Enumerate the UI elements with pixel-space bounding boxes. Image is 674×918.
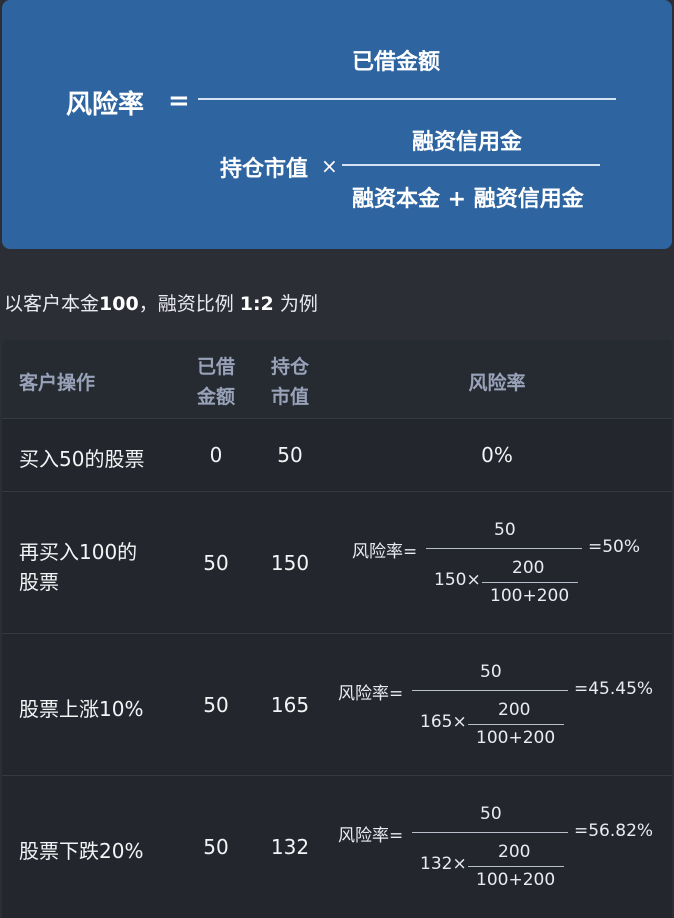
row-risk-inner-numerator: 200 — [498, 700, 531, 720]
row-position: 165 — [270, 693, 310, 717]
row-position: 50 — [277, 443, 303, 467]
row-risk-fraction-line — [412, 832, 568, 833]
row-position: 150 — [270, 551, 310, 575]
row-action-line2: 股票 — [19, 570, 59, 594]
row-risk-label: 风险率= — [338, 684, 404, 704]
row-risk-denominator-prefix: 150× — [434, 570, 481, 590]
row-risk-inner-fraction-line — [468, 866, 564, 867]
row-risk-result: =45.45% — [574, 679, 654, 699]
row-borrowed: 50 — [203, 835, 229, 859]
subtitle-middle: ，融资比例 — [138, 293, 240, 315]
row-borrowed: 50 — [203, 693, 229, 717]
header-borrowed-line1: 已借 — [196, 356, 235, 378]
row-risk-inner-fraction-line — [482, 582, 578, 583]
table-row: 股票下跌20% 50 132 风险率= 50 =56.82% 132× 200 … — [2, 776, 672, 918]
subtitle-suffix: 为例 — [273, 293, 318, 315]
row-risk-fraction-line — [412, 690, 568, 691]
header-position-line1: 持仓 — [270, 356, 309, 378]
row-risk-inner-fraction-line — [468, 724, 564, 725]
formula-inner-denominator: 融资本金 + 融资信用金 — [352, 187, 584, 212]
header-position-line2: 市值 — [270, 386, 309, 408]
table-row: 股票上涨10% 50 165 风险率= 50 =45.45% 165× 200 … — [2, 634, 672, 776]
row-risk-inner-denominator: 100+200 — [476, 870, 556, 890]
row-borrowed: 50 — [203, 551, 229, 575]
subtitle-principal: 100 — [99, 293, 139, 315]
row-risk-value: 0% — [481, 443, 513, 467]
formula-inner-numerator: 融资信用金 — [412, 130, 523, 155]
row-action: 买入50的股票 — [19, 447, 145, 471]
row-borrowed: 0 — [209, 443, 223, 467]
formula-inner-fraction-line — [342, 164, 600, 166]
row-risk-inner-numerator: 200 — [512, 558, 545, 578]
row-risk-denominator-prefix: 132× — [420, 854, 467, 874]
formula-denominator-prefix: 持仓市值 — [220, 157, 309, 182]
row-risk-result: =50% — [588, 537, 641, 557]
header-action: 客户操作 — [19, 372, 96, 394]
row-risk-result: =56.82% — [574, 821, 654, 841]
table-row: 再买入100的 股票 50 150 风险率= 50 =50% 150× 200 … — [2, 492, 672, 634]
header-borrowed-line2: 金额 — [196, 386, 235, 408]
formula-main-fraction-line — [198, 98, 616, 100]
subtitle-prefix: 以客户本金 — [4, 293, 100, 315]
row-position: 132 — [270, 835, 310, 859]
row-risk-inner-denominator: 100+200 — [476, 728, 556, 748]
row-risk-numerator: 50 — [480, 662, 502, 682]
subtitle-ratio: 1:2 — [239, 293, 274, 315]
row-risk-label: 风险率= — [352, 542, 418, 562]
row-action-line1: 再买入100的 — [19, 540, 138, 564]
risk-example-table: 客户操作 已借 金额 持仓 市值 风险率 买入50的股票 0 50 0% 再买入… — [2, 340, 672, 918]
table-header: 客户操作 已借 金额 持仓 市值 风险率 — [2, 340, 672, 419]
risk-formula-banner: 风险率 = 已借金额 持仓市值 × 融资信用金 融资本金 + 融资信用金 — [2, 0, 672, 249]
row-risk-numerator: 50 — [480, 804, 502, 824]
row-action: 股票上涨10% — [19, 697, 144, 721]
example-subtitle: 以客户本金100，融资比例 1:2 为例 — [4, 289, 318, 316]
header-risk: 风险率 — [468, 372, 526, 394]
row-risk-numerator: 50 — [494, 520, 516, 540]
formula-lhs: 风险率 — [66, 90, 145, 120]
row-risk-fraction-line — [426, 548, 582, 549]
row-risk-label: 风险率= — [338, 826, 404, 846]
row-risk-inner-numerator: 200 — [498, 842, 531, 862]
row-action: 股票下跌20% — [19, 839, 144, 863]
formula-numerator: 已借金额 — [352, 50, 441, 75]
row-risk-inner-denominator: 100+200 — [490, 586, 570, 606]
row-risk-denominator-prefix: 165× — [420, 712, 467, 732]
formula-equals: = — [168, 86, 190, 116]
formula-times: × — [321, 154, 338, 178]
table-row: 买入50的股票 0 50 0% — [2, 419, 672, 492]
